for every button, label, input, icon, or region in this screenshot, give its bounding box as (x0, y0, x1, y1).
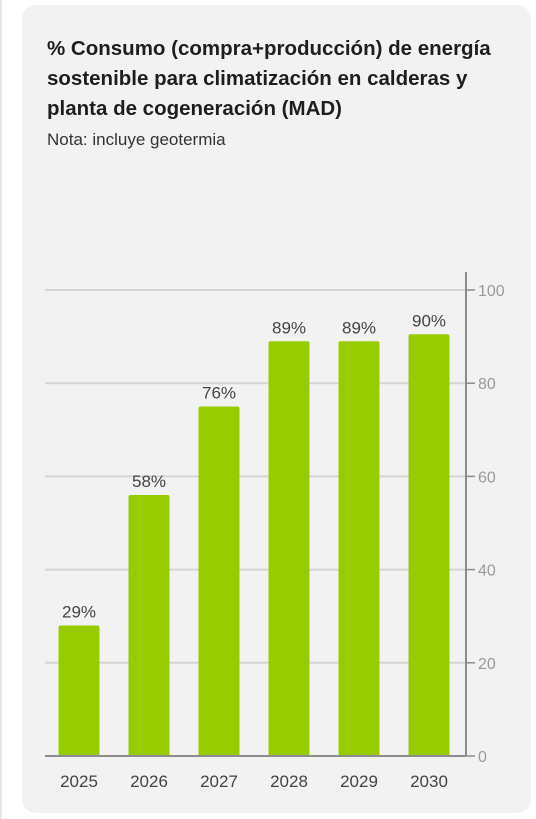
bar-value-label: 76% (202, 384, 236, 403)
x-tick-label: 2028 (270, 772, 308, 791)
bars (58, 334, 450, 756)
y-tick-label: 20 (478, 656, 496, 673)
y-tick-label: 60 (478, 469, 496, 486)
x-tick-label: 2030 (410, 772, 448, 791)
y-tick-label: 100 (478, 283, 505, 300)
x-tick-label: 2025 (60, 772, 98, 791)
bar-value-label: 90% (412, 311, 446, 330)
bar-value-label: 89% (342, 318, 376, 337)
gridlines (45, 289, 466, 664)
y-tick-label: 0 (478, 749, 487, 766)
y-tick-label: 40 (478, 563, 496, 580)
x-tick-label: 2026 (130, 772, 168, 791)
bar-value-label: 58% (132, 472, 166, 491)
bar-2030 (408, 334, 450, 756)
x-tick-label: 2027 (200, 772, 238, 791)
y-tick-label: 80 (478, 376, 496, 393)
bar-2027 (198, 406, 240, 756)
bar-2026 (128, 495, 170, 756)
bar-value-label: 89% (272, 318, 306, 337)
labels: 0 20 40 60 80 100 29% 2025 58% 2026 76% 2027 89% 2028… (60, 283, 505, 791)
bar-2025 (58, 625, 100, 756)
bar-2028 (268, 341, 310, 756)
x-tick-label: 2029 (340, 772, 378, 791)
bar-2029 (338, 341, 380, 756)
chart-title: % Consumo (compra+producción) de energía… (47, 37, 491, 120)
axes (45, 272, 475, 757)
chart-subtitle: Nota: incluye geotermia (47, 130, 226, 149)
page-edge-divider (0, 0, 2, 819)
bar-value-label: 29% (62, 603, 96, 622)
